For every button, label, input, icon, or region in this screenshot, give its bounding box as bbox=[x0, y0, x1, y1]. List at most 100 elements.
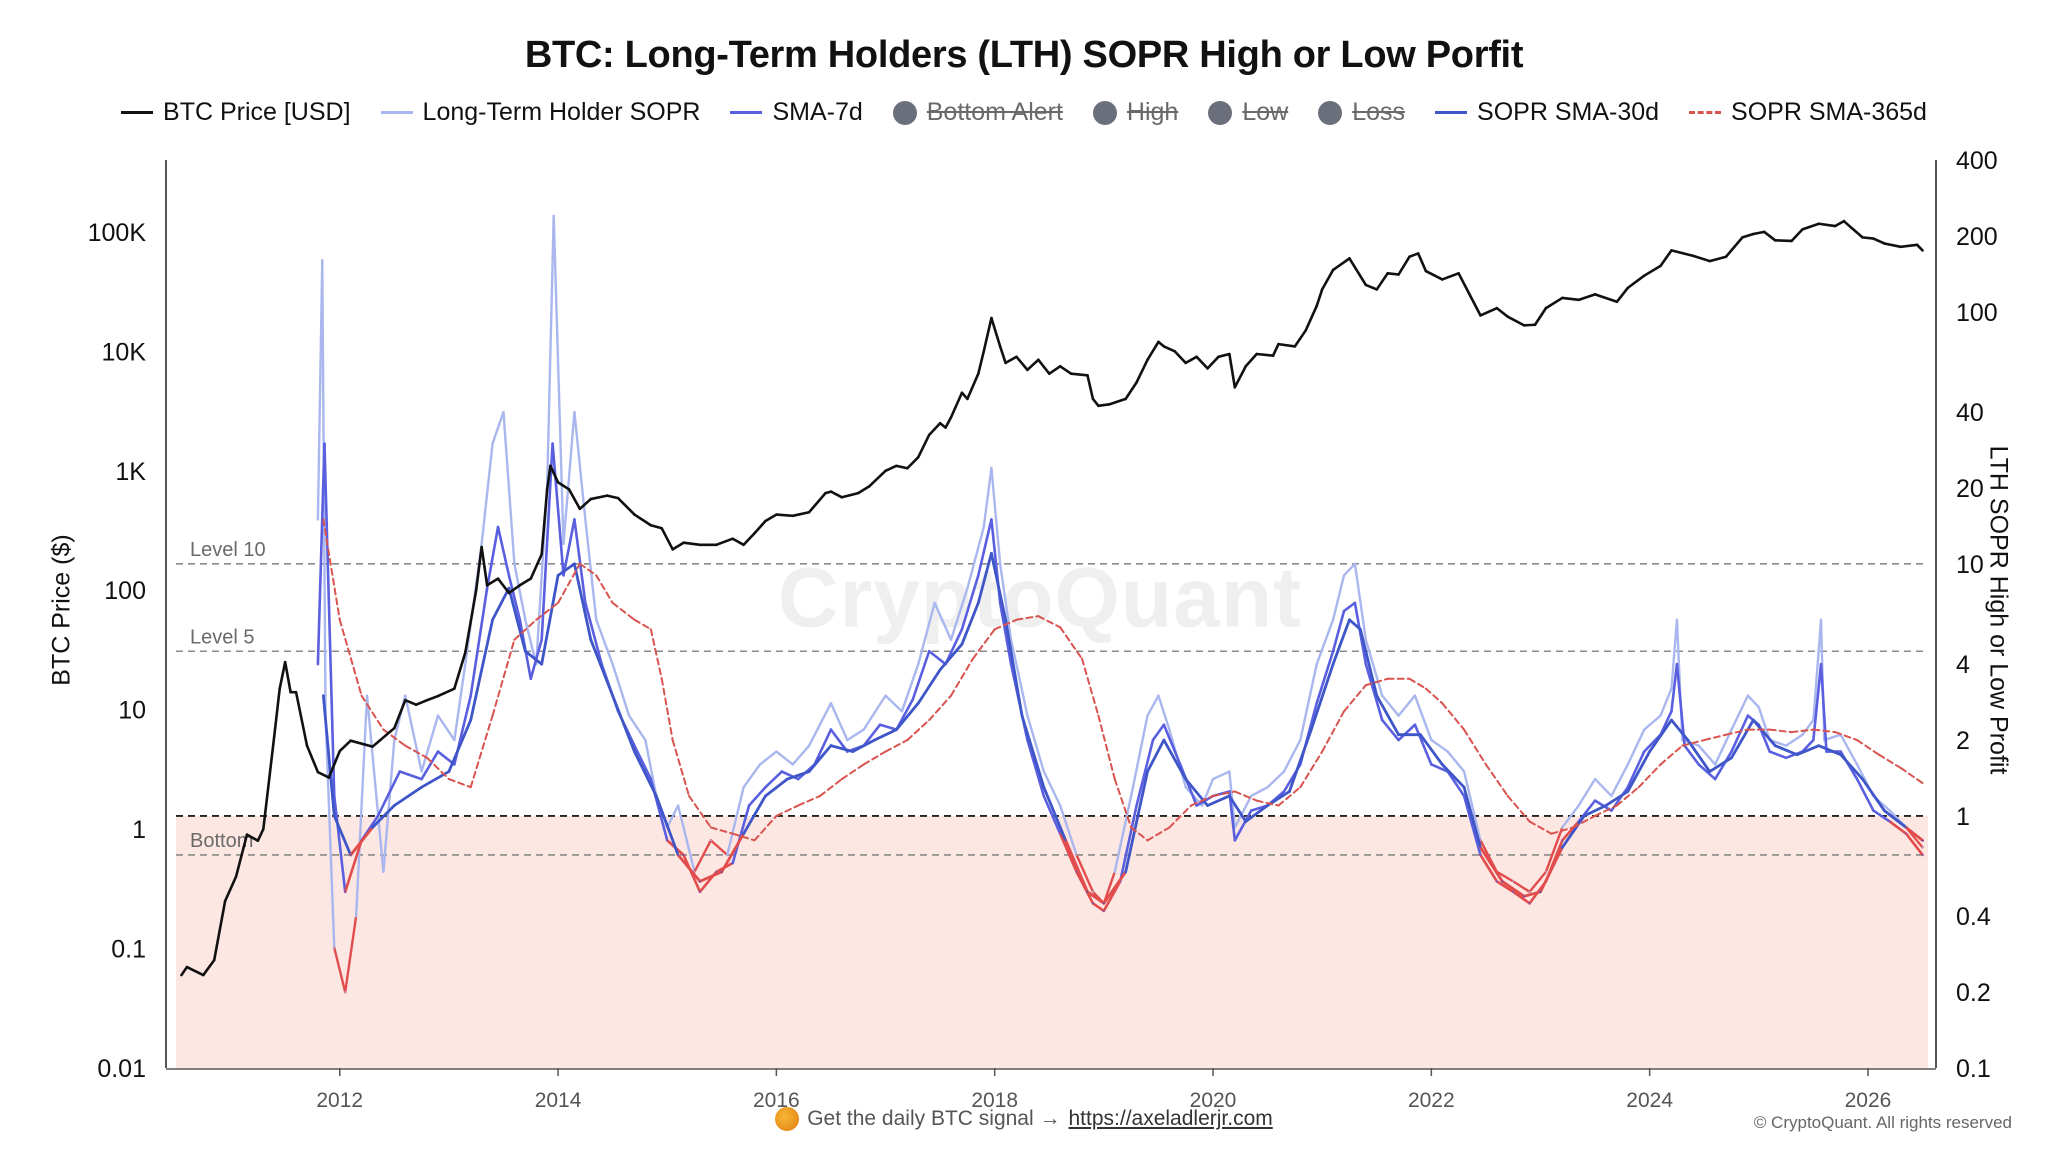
data-point bbox=[1184, 362, 1187, 364]
data-point bbox=[1354, 601, 1356, 604]
series-segment bbox=[1042, 785, 1068, 842]
data-point bbox=[1102, 902, 1105, 905]
data-point bbox=[990, 317, 993, 319]
legend-item[interactable]: Low bbox=[1208, 98, 1288, 127]
data-point bbox=[562, 542, 565, 545]
series-segment bbox=[507, 574, 522, 622]
series-segment bbox=[589, 494, 609, 501]
data-point bbox=[480, 546, 483, 548]
series-segment bbox=[496, 525, 511, 577]
data-point bbox=[557, 601, 559, 604]
series-segment bbox=[382, 738, 396, 874]
data-point bbox=[764, 786, 767, 789]
data-point bbox=[540, 663, 543, 666]
footer-link[interactable]: https://axeladlerjr.com bbox=[1068, 1107, 1273, 1130]
data-point bbox=[709, 826, 712, 829]
data-point bbox=[382, 728, 385, 731]
data-point bbox=[1637, 786, 1640, 789]
data-point bbox=[224, 900, 227, 902]
data-point bbox=[1195, 804, 1198, 807]
data-point bbox=[1676, 663, 1678, 666]
series-segment bbox=[1102, 880, 1122, 913]
data-point bbox=[1048, 372, 1051, 375]
series-segment bbox=[338, 739, 352, 753]
series-segment bbox=[960, 574, 980, 631]
data-point bbox=[349, 854, 352, 856]
legend-item[interactable]: Bottom Alert bbox=[892, 98, 1063, 127]
data-point bbox=[911, 698, 914, 701]
data-point bbox=[1343, 574, 1345, 577]
series-segment bbox=[791, 510, 811, 518]
data-point bbox=[1381, 719, 1384, 721]
data-point bbox=[830, 702, 832, 705]
data-point bbox=[830, 744, 832, 747]
data-point bbox=[1697, 763, 1700, 766]
data-point bbox=[1703, 739, 1706, 741]
series-segment bbox=[856, 485, 871, 495]
series-segment bbox=[1162, 723, 1182, 766]
data-point bbox=[1184, 778, 1187, 780]
data-point bbox=[1801, 733, 1804, 736]
data-point bbox=[990, 467, 993, 469]
legend-item[interactable]: High bbox=[1092, 98, 1178, 127]
legend-item[interactable]: SOPR SMA-30d bbox=[1435, 98, 1659, 127]
series-segment bbox=[698, 870, 724, 883]
series-segment bbox=[1861, 236, 1875, 240]
data-point bbox=[884, 469, 887, 472]
data-point bbox=[1659, 763, 1662, 766]
data-point bbox=[529, 677, 532, 680]
data-point bbox=[415, 703, 418, 706]
series-segment bbox=[1020, 714, 1046, 789]
data-point bbox=[1015, 618, 1018, 621]
y-right-tick-label: 1 bbox=[1956, 803, 1970, 831]
data-point bbox=[628, 714, 630, 717]
series-segment bbox=[1293, 329, 1308, 348]
data-point bbox=[1424, 270, 1427, 272]
data-point bbox=[404, 744, 407, 747]
series-segment bbox=[1697, 744, 1717, 766]
series-segment bbox=[1042, 794, 1062, 836]
series-segment bbox=[463, 588, 478, 654]
series-segment bbox=[343, 915, 358, 994]
series-segment bbox=[990, 552, 1008, 622]
series-segment bbox=[1244, 352, 1258, 368]
legend-item[interactable]: Loss bbox=[1318, 98, 1405, 127]
data-point bbox=[508, 591, 510, 594]
series-segment bbox=[1129, 714, 1149, 798]
series-segment bbox=[1097, 714, 1116, 781]
legend-item[interactable]: Long-Term Holder SOPR bbox=[380, 98, 700, 127]
series-segment bbox=[1416, 252, 1428, 273]
data-point bbox=[344, 890, 347, 893]
data-point bbox=[1545, 870, 1547, 873]
series-segment bbox=[1364, 638, 1384, 697]
series-segment bbox=[1315, 288, 1324, 308]
y-right-tick-label: 20 bbox=[1956, 475, 1984, 503]
data-point bbox=[284, 661, 287, 664]
series-segment bbox=[1533, 306, 1548, 327]
series-segment bbox=[360, 694, 385, 731]
legend-item[interactable]: SOPR SMA-365d bbox=[1689, 98, 1927, 127]
series-segment bbox=[1626, 274, 1646, 290]
data-point bbox=[573, 562, 576, 565]
data-point bbox=[1561, 846, 1564, 849]
series-segment bbox=[938, 642, 964, 672]
series-segment bbox=[840, 763, 865, 781]
series-segment bbox=[567, 487, 582, 511]
data-point bbox=[1708, 260, 1711, 262]
x-tick-label: 2020 bbox=[1190, 1089, 1237, 1112]
data-point bbox=[480, 542, 483, 545]
series-segment bbox=[726, 785, 745, 857]
series-segment bbox=[1768, 750, 1788, 760]
data-point bbox=[1206, 367, 1209, 370]
data-point bbox=[1534, 323, 1536, 326]
series-segment bbox=[1212, 790, 1236, 797]
data-point bbox=[1075, 854, 1078, 856]
series-segment bbox=[322, 518, 341, 621]
data-point bbox=[1463, 728, 1465, 731]
data-point bbox=[453, 739, 456, 741]
legend-item[interactable]: SMA-7d bbox=[730, 98, 863, 127]
series-segment bbox=[491, 638, 516, 717]
data-point bbox=[1424, 687, 1427, 690]
legend-item[interactable]: BTC Price [USD] bbox=[121, 98, 351, 127]
data-point bbox=[1343, 710, 1345, 713]
